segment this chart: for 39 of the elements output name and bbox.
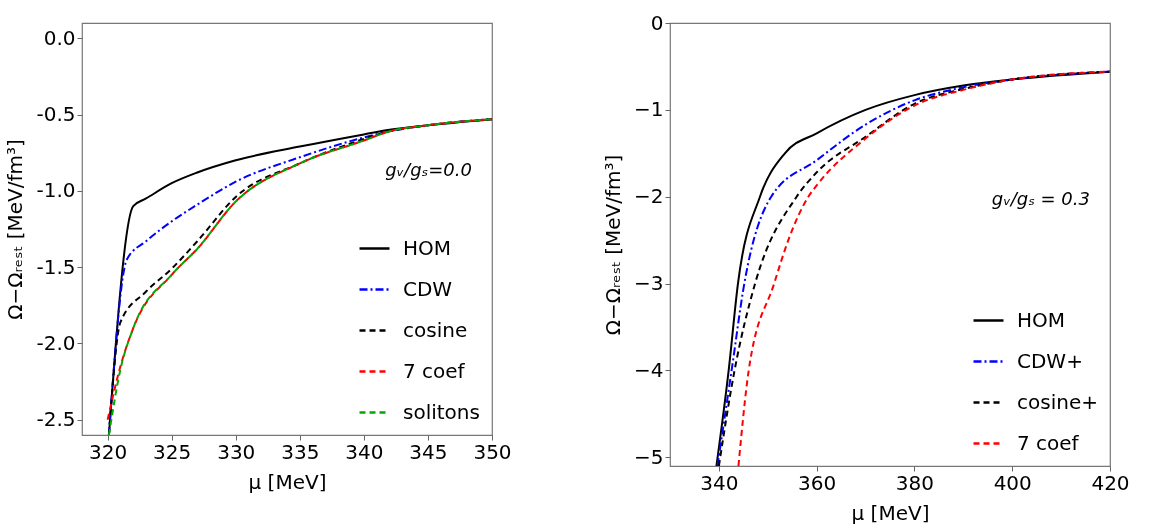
x-tick-label: 360 [798,470,837,495]
x-tick-label: 345 [409,439,448,464]
x-tick-label: 350 [473,439,512,464]
y-tick-label: 0 [650,10,664,35]
legend-label: CDW [403,276,453,301]
x-tick-label: 420 [1091,470,1130,495]
x-tick-label: 325 [153,439,192,464]
x-tick-label: 335 [281,439,320,464]
legend-label: cosine+ [1017,389,1098,414]
y-tick-label: −1 [634,97,664,122]
y-tick-label: -2.5 [36,407,76,432]
x-tick-label: 320 [89,439,128,464]
legend-label: HOM [403,235,452,260]
y-tick-label: -1.5 [36,254,76,279]
legend-label: cosine [403,317,468,342]
annotation: gᵥ/gₛ = 0.3 [991,188,1090,210]
x-tick-label: 340 [700,470,739,495]
y-tick-label: −2 [634,184,664,209]
legend-label: HOM [1017,307,1066,332]
x-axis-title: μ [MeV] [851,500,930,525]
y-tick-label: −4 [634,357,664,382]
legend-label: 7 coef [1017,430,1080,455]
y-axis-title: Ω−Ωᵣₑₛₜ [MeV/fm³] [601,154,626,336]
x-tick-label: 330 [217,439,256,464]
y-tick-label: 0.0 [43,25,76,50]
y-tick-label: −3 [634,271,664,296]
y-tick-label: -2.0 [36,330,76,355]
x-axis-title: μ [MeV] [248,469,327,494]
y-tick-label: -1.0 [36,178,76,203]
y-axis-title: Ω−Ωᵣₑₛₜ [MeV/fm³] [3,139,28,320]
x-tick-label: 380 [895,470,935,495]
x-tick-label: 400 [993,470,1032,495]
legend-label: 7 coef [403,358,466,383]
annotation: gᵥ/gₛ=0.0 [385,159,472,181]
x-tick-label: 340 [345,439,384,464]
y-tick-label: -0.5 [36,102,76,127]
legend-label: solitons [403,399,480,424]
legend-label: CDW+ [1017,348,1083,373]
y-tick-label: −5 [634,444,664,469]
